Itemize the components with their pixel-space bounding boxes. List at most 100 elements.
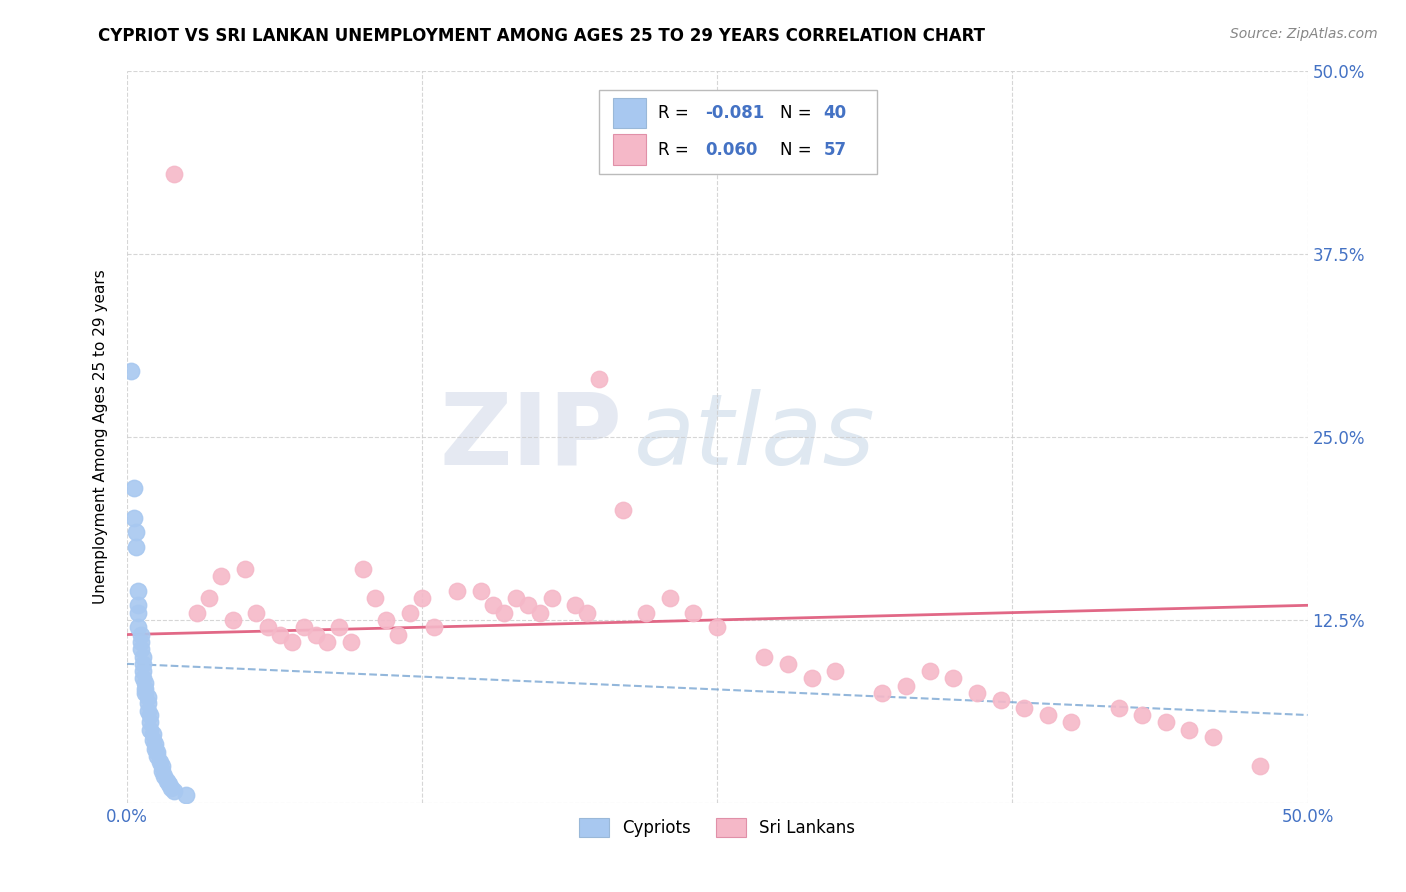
Point [1178, 723, 1201, 737]
Point [139, 715, 162, 730]
Legend: Cypriots, Sri Lankans: Cypriots, Sri Lankans [571, 810, 863, 846]
FancyBboxPatch shape [613, 98, 647, 128]
Point [134, 686, 156, 700]
Point [1060, 715, 1083, 730]
Point [990, 693, 1012, 707]
Point [446, 583, 468, 598]
Point [132, 664, 155, 678]
Point [352, 562, 374, 576]
Point [1108, 700, 1130, 714]
Point [517, 599, 540, 613]
Point [1249, 759, 1271, 773]
Point [132, 672, 155, 686]
Point [894, 679, 917, 693]
FancyBboxPatch shape [613, 135, 647, 165]
Point [139, 708, 162, 723]
Point [125, 540, 148, 554]
Point [564, 599, 586, 613]
Point [411, 591, 433, 605]
Point [125, 525, 148, 540]
Point [146, 745, 169, 759]
Point [134, 681, 156, 696]
Text: 57: 57 [824, 141, 846, 159]
Point [141, 727, 163, 741]
Point [198, 591, 221, 605]
Point [1130, 708, 1153, 723]
Point [136, 696, 159, 710]
Text: 0.060: 0.060 [706, 141, 758, 159]
Point [363, 591, 385, 605]
Point [1154, 715, 1177, 730]
Point [257, 620, 280, 634]
Point [127, 583, 149, 598]
Point [174, 789, 197, 803]
Point [872, 686, 894, 700]
Point [153, 769, 176, 783]
Point [505, 591, 527, 605]
Point [966, 686, 988, 700]
Point [422, 620, 444, 634]
Point [146, 749, 169, 764]
Point [387, 627, 409, 641]
Point [127, 620, 149, 634]
Point [143, 737, 166, 751]
Text: 40: 40 [824, 104, 846, 122]
Point [157, 777, 180, 791]
Point [281, 635, 304, 649]
Point [127, 606, 149, 620]
Text: atlas: atlas [634, 389, 876, 485]
Point [340, 635, 363, 649]
Point [328, 620, 350, 634]
Point [222, 613, 245, 627]
Point [375, 613, 398, 627]
Point [1036, 708, 1059, 723]
Point [612, 503, 634, 517]
Text: Source: ZipAtlas.com: Source: ZipAtlas.com [1230, 27, 1378, 41]
Point [682, 606, 704, 620]
Point [139, 723, 162, 737]
Point [163, 167, 186, 181]
Point [576, 606, 599, 620]
Point [399, 606, 422, 620]
Point [136, 690, 159, 705]
Point [136, 704, 159, 718]
Point [209, 569, 232, 583]
Point [470, 583, 492, 598]
Point [186, 606, 208, 620]
Point [754, 649, 776, 664]
Text: N =: N = [780, 104, 817, 122]
Point [163, 784, 186, 798]
Text: R =: R = [658, 141, 695, 159]
Point [658, 591, 681, 605]
Point [481, 599, 503, 613]
Point [134, 676, 156, 690]
Point [316, 635, 339, 649]
Point [132, 657, 155, 671]
Point [132, 649, 155, 664]
Point [129, 627, 152, 641]
Point [141, 732, 163, 747]
Text: N =: N = [780, 141, 817, 159]
Text: CYPRIOT VS SRI LANKAN UNEMPLOYMENT AMONG AGES 25 TO 29 YEARS CORRELATION CHART: CYPRIOT VS SRI LANKAN UNEMPLOYMENT AMONG… [98, 27, 986, 45]
Point [129, 635, 152, 649]
Point [122, 510, 145, 524]
Point [706, 620, 728, 634]
Point [1012, 700, 1035, 714]
Point [800, 672, 823, 686]
Point [156, 773, 179, 788]
Point [588, 371, 610, 385]
Point [540, 591, 562, 605]
Point [942, 672, 965, 686]
Point [122, 481, 145, 495]
Text: -0.081: -0.081 [706, 104, 765, 122]
FancyBboxPatch shape [599, 90, 876, 174]
Point [918, 664, 941, 678]
Y-axis label: Unemployment Among Ages 25 to 29 years: Unemployment Among Ages 25 to 29 years [93, 269, 108, 605]
Point [494, 606, 516, 620]
Point [150, 759, 173, 773]
Text: R =: R = [658, 104, 695, 122]
Text: ZIP: ZIP [440, 389, 623, 485]
Point [245, 606, 267, 620]
Point [269, 627, 291, 641]
Point [160, 781, 183, 796]
